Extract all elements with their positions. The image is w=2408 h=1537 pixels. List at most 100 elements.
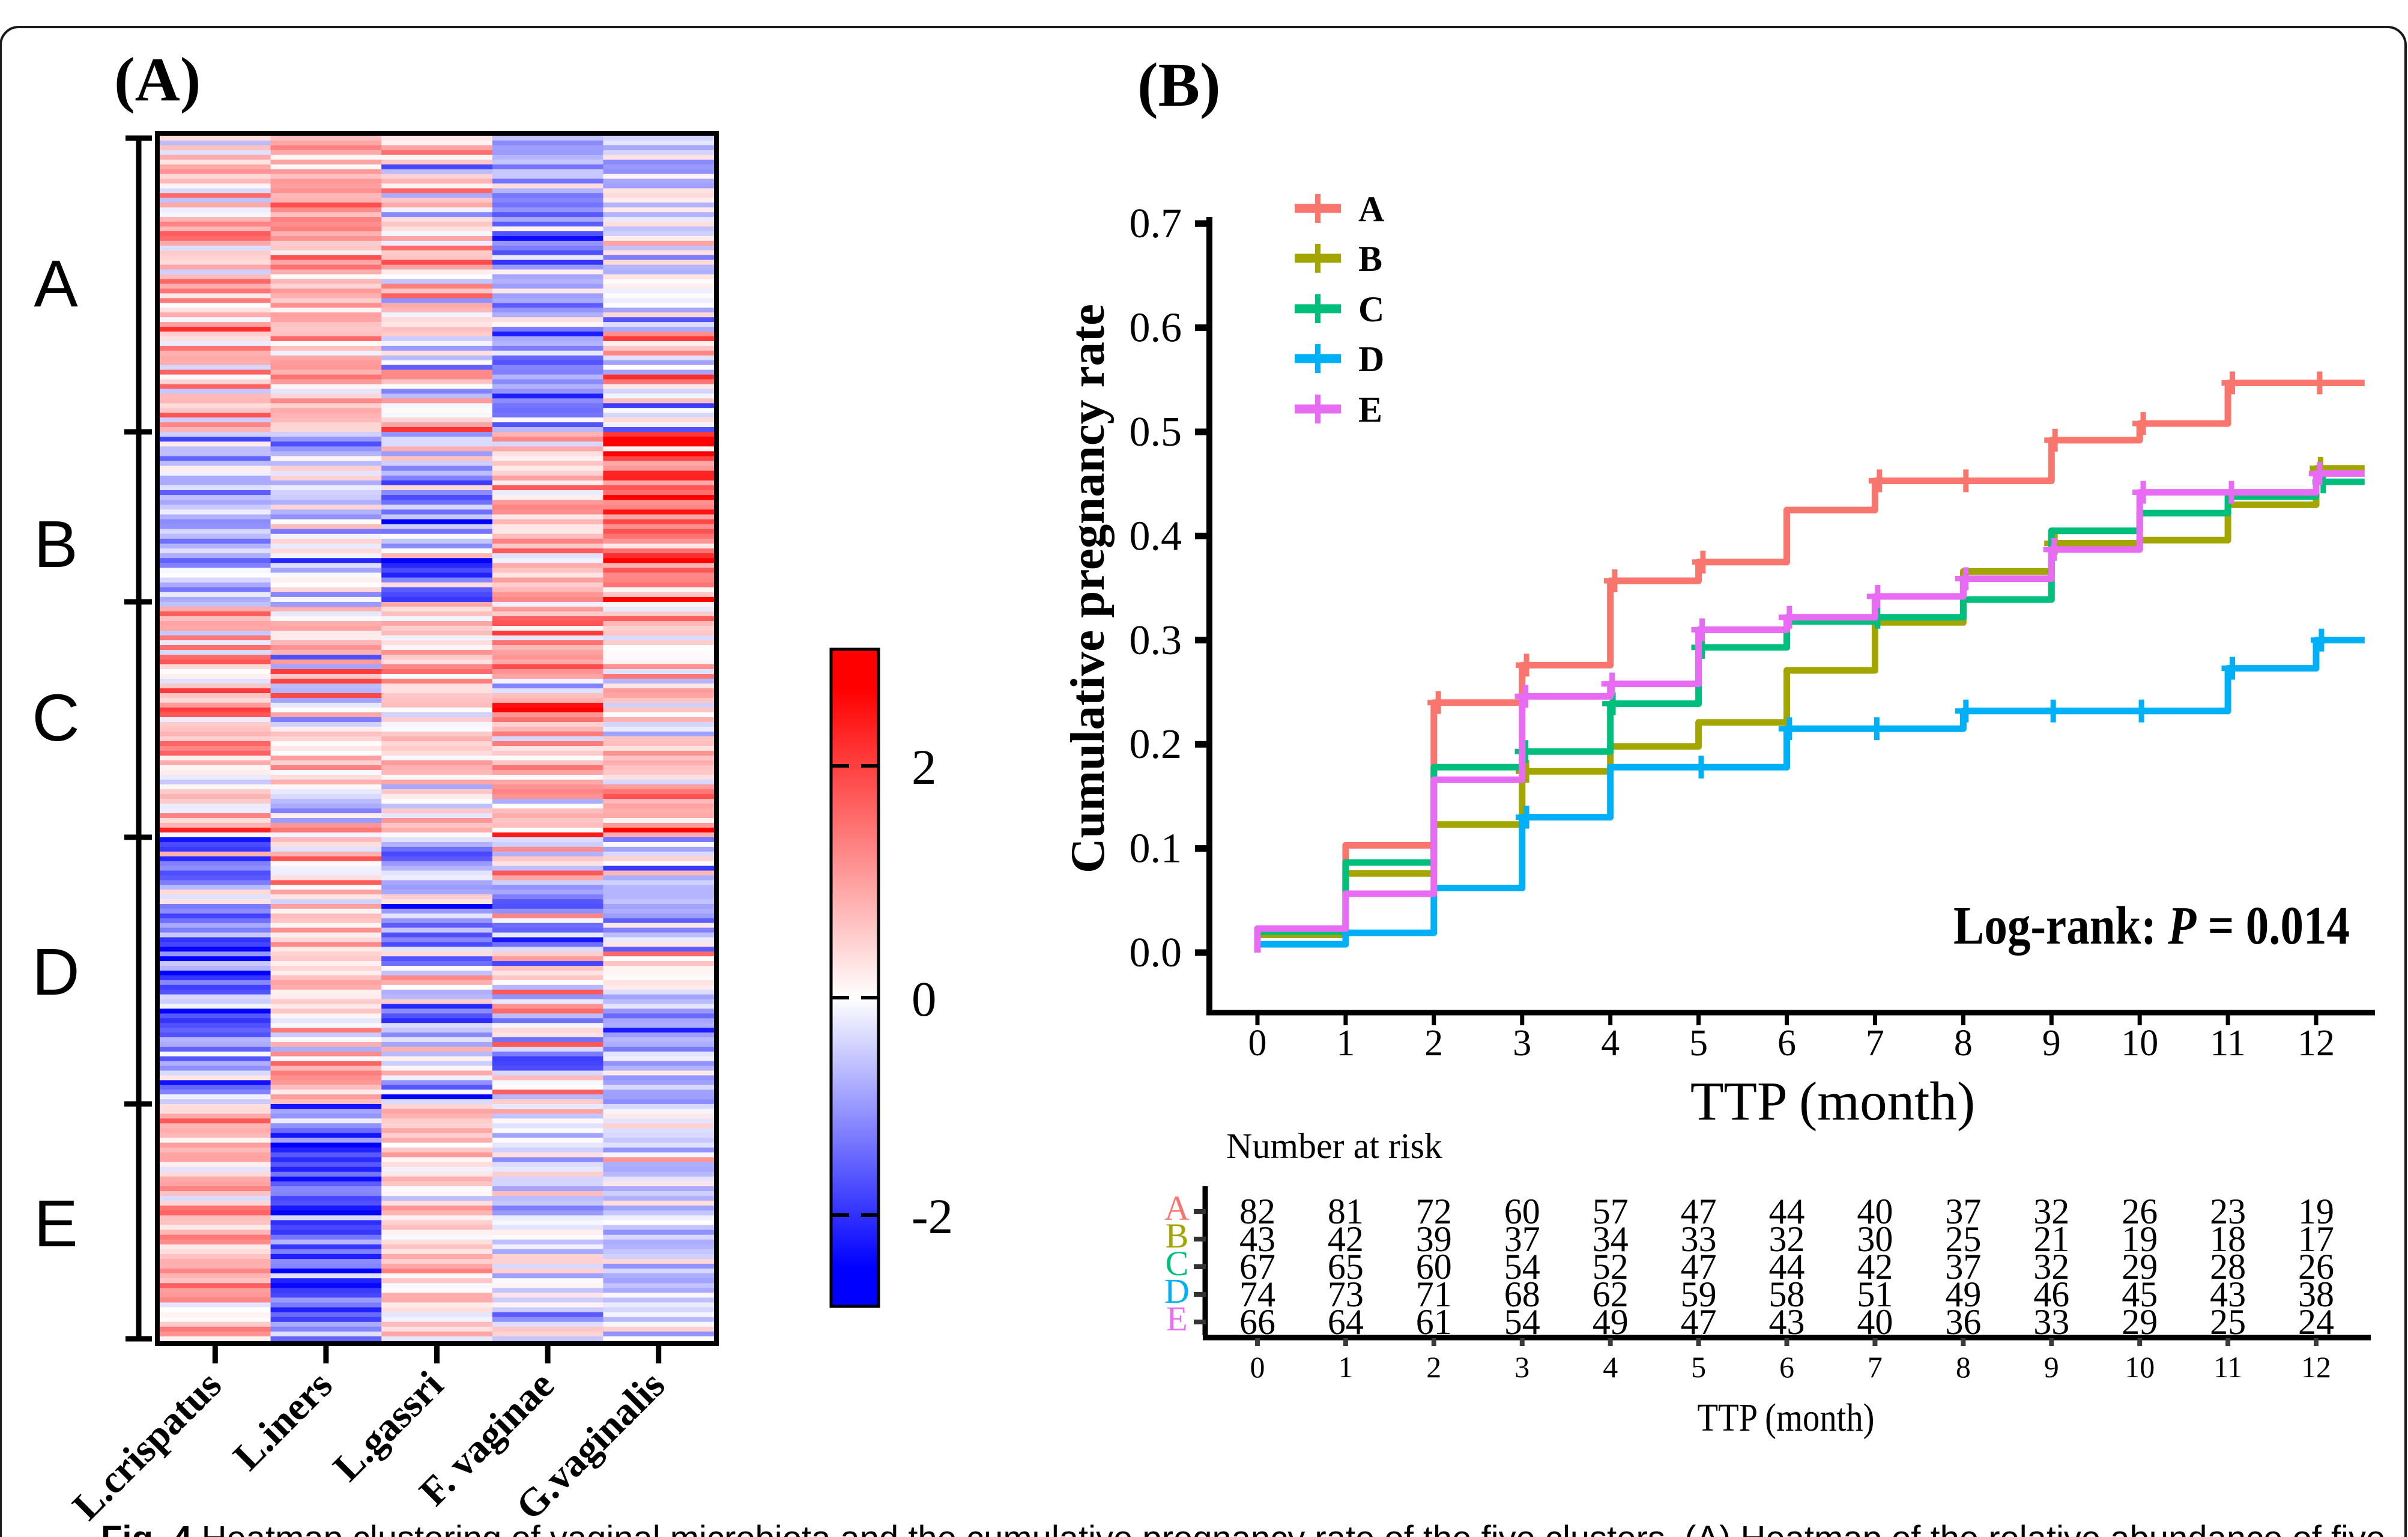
svg-text:3: 3 <box>1514 1350 1529 1384</box>
svg-text:54: 54 <box>1504 1247 1540 1287</box>
svg-text:74: 74 <box>1239 1275 1275 1314</box>
svg-text:Number at risk: Number at risk <box>1226 1126 1442 1166</box>
svg-text:58: 58 <box>1769 1275 1805 1314</box>
svg-text:2: 2 <box>1424 1023 1443 1064</box>
svg-text:A: A <box>1358 189 1384 229</box>
svg-text:25: 25 <box>1945 1219 1981 1259</box>
svg-text:TTP (month): TTP (month) <box>1698 1396 1875 1440</box>
svg-text:8: 8 <box>1956 1350 1971 1384</box>
svg-text:57: 57 <box>1593 1192 1629 1231</box>
svg-text:0.1: 0.1 <box>1130 826 1182 872</box>
svg-text:33: 33 <box>1681 1219 1717 1259</box>
svg-text:26: 26 <box>2298 1247 2334 1287</box>
svg-text:60: 60 <box>1416 1247 1452 1287</box>
svg-text:72: 72 <box>1416 1192 1452 1231</box>
svg-text:59: 59 <box>1681 1275 1717 1314</box>
svg-text:12: 12 <box>2301 1350 2331 1384</box>
svg-text:10: 10 <box>2121 1023 2158 1064</box>
svg-text:6: 6 <box>1779 1350 1794 1384</box>
svg-text:E: E <box>34 1187 77 1261</box>
svg-text:37: 37 <box>1504 1219 1540 1259</box>
svg-text:(A): (A) <box>114 45 201 114</box>
svg-text:67: 67 <box>1239 1247 1275 1287</box>
svg-text:32: 32 <box>1769 1219 1805 1259</box>
svg-text:0: 0 <box>1248 1023 1267 1064</box>
svg-text:38: 38 <box>2298 1275 2334 1314</box>
svg-text:19: 19 <box>2298 1192 2334 1231</box>
svg-text:18: 18 <box>2210 1219 2246 1259</box>
svg-text:51: 51 <box>1857 1275 1893 1314</box>
svg-text:37: 37 <box>1945 1247 1981 1287</box>
svg-text:B: B <box>1358 239 1382 279</box>
svg-text:29: 29 <box>2122 1247 2158 1287</box>
svg-text:12: 12 <box>2298 1023 2335 1064</box>
svg-text:43: 43 <box>2210 1275 2246 1314</box>
svg-text:32: 32 <box>2033 1247 2069 1287</box>
svg-text:28: 28 <box>2210 1247 2246 1287</box>
svg-text:5: 5 <box>1689 1023 1708 1064</box>
svg-text:B: B <box>1166 1216 1189 1255</box>
svg-text:3: 3 <box>1513 1023 1531 1064</box>
svg-text:A: A <box>1164 1189 1190 1228</box>
svg-text:2: 2 <box>1426 1350 1441 1384</box>
svg-text:0.7: 0.7 <box>1130 201 1182 247</box>
svg-text:34: 34 <box>1593 1219 1629 1259</box>
svg-text:8: 8 <box>1954 1023 1973 1064</box>
svg-text:17: 17 <box>2298 1219 2334 1259</box>
svg-text:46: 46 <box>2033 1275 2069 1314</box>
svg-text:2: 2 <box>912 739 937 795</box>
svg-text:E: E <box>1358 390 1382 429</box>
svg-text:0.5: 0.5 <box>1130 409 1182 455</box>
svg-text:1: 1 <box>1338 1350 1353 1384</box>
svg-text:19: 19 <box>2122 1219 2158 1259</box>
svg-text:45: 45 <box>2122 1275 2158 1314</box>
svg-text:49: 49 <box>1945 1275 1981 1314</box>
svg-text:62: 62 <box>1593 1275 1629 1314</box>
svg-text:40: 40 <box>1857 1192 1893 1231</box>
svg-text:11: 11 <box>2213 1350 2242 1384</box>
svg-text:Log-rank: P = 0.014: Log-rank: P = 0.014 <box>1953 896 2350 956</box>
svg-text:4: 4 <box>1601 1023 1620 1064</box>
svg-text:81: 81 <box>1328 1192 1364 1231</box>
svg-text:11: 11 <box>2210 1023 2246 1064</box>
svg-text:32: 32 <box>2033 1192 2069 1231</box>
svg-text:B: B <box>34 508 77 581</box>
svg-text:0.3: 0.3 <box>1130 617 1182 664</box>
svg-text:26: 26 <box>2122 1192 2158 1231</box>
svg-text:43: 43 <box>1239 1219 1275 1259</box>
svg-text:0: 0 <box>912 971 937 1026</box>
svg-text:71: 71 <box>1416 1275 1452 1314</box>
svg-text:9: 9 <box>2044 1350 2059 1384</box>
svg-text:Fig. 4 Heatmap clustering of v: Fig. 4 Heatmap clustering of vaginal mic… <box>101 1519 2385 1537</box>
svg-text:52: 52 <box>1593 1247 1629 1287</box>
svg-text:39: 39 <box>1416 1219 1452 1259</box>
svg-text:C: C <box>1358 290 1384 329</box>
svg-text:47: 47 <box>1681 1247 1717 1287</box>
svg-text:L.crispatus: L.crispatus <box>64 1363 230 1529</box>
svg-text:60: 60 <box>1504 1192 1540 1231</box>
svg-text:E: E <box>1166 1299 1187 1338</box>
svg-text:C: C <box>1166 1244 1189 1283</box>
svg-text:0.2: 0.2 <box>1130 721 1182 768</box>
svg-text:7: 7 <box>1866 1023 1884 1064</box>
svg-text:0.0: 0.0 <box>1130 930 1182 976</box>
svg-text:-2: -2 <box>912 1189 953 1244</box>
svg-text:23: 23 <box>2210 1192 2246 1231</box>
svg-text:21: 21 <box>2033 1219 2069 1259</box>
svg-text:D: D <box>32 935 79 1009</box>
svg-text:82: 82 <box>1239 1192 1275 1231</box>
svg-text:30: 30 <box>1857 1219 1893 1259</box>
svg-text:9: 9 <box>2042 1023 2061 1064</box>
svg-text:7: 7 <box>1868 1350 1883 1384</box>
svg-text:42: 42 <box>1328 1219 1364 1259</box>
svg-text:1: 1 <box>1336 1023 1355 1064</box>
svg-text:47: 47 <box>1681 1192 1717 1231</box>
svg-text:TTP (month): TTP (month) <box>1690 1071 1975 1132</box>
svg-text:37: 37 <box>1945 1192 1981 1231</box>
svg-text:(B): (B) <box>1137 50 1221 120</box>
svg-text:C: C <box>32 681 79 755</box>
svg-text:42: 42 <box>1857 1247 1893 1287</box>
svg-text:44: 44 <box>1769 1247 1805 1287</box>
svg-text:D: D <box>1358 339 1384 379</box>
svg-text:5: 5 <box>1691 1350 1706 1384</box>
